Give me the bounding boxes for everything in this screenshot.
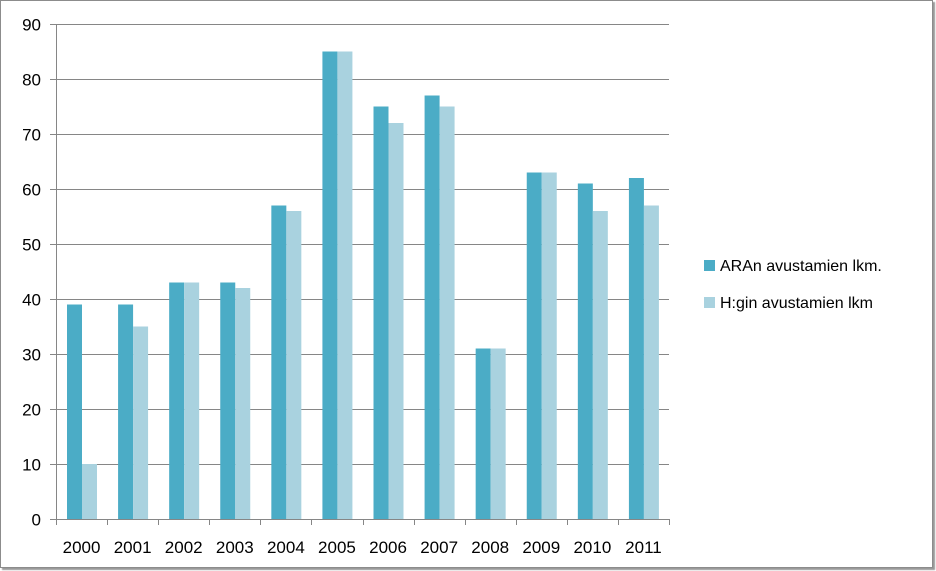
y-tick-label: 20: [22, 401, 41, 420]
y-tick-label: 80: [22, 71, 41, 90]
bar-aran-2004: [271, 205, 287, 519]
bar-aran-2001: [118, 304, 134, 519]
x-tick-label: 2003: [216, 538, 254, 557]
x-tick-label: 2007: [420, 538, 458, 557]
x-tick-label: 2011: [625, 538, 662, 557]
y-tick-label: 90: [22, 16, 41, 35]
bars: [67, 51, 659, 519]
bar-hgin-2001: [133, 326, 149, 519]
bar-hgin-2005: [337, 51, 353, 519]
y-tick-label: 40: [22, 291, 41, 310]
x-tick-label: 2000: [63, 538, 101, 557]
gridlines: [56, 24, 669, 465]
bar-aran-2002: [169, 282, 185, 519]
x-tick-labels: 2000 2001 2002 2003 2004 2005 2006 2007 2008 2009…: [63, 538, 662, 557]
legend-swatch-aran: [704, 260, 715, 271]
y-tick-label: 0: [32, 511, 41, 530]
y-tick-label: 50: [22, 236, 41, 255]
bar-hgin-2011: [643, 205, 659, 519]
bar-aran-2008: [475, 348, 491, 519]
bar-aran-2005: [322, 51, 338, 519]
bar-hgin-2010: [592, 211, 608, 519]
bar-hgin-2009: [541, 172, 557, 519]
x-tick-label: 2005: [318, 538, 356, 557]
legend-swatch-hgin: [704, 297, 715, 308]
bar-hgin-2008: [490, 348, 506, 519]
bar-hgin-2004: [286, 211, 302, 519]
bar-aran-2010: [577, 183, 593, 519]
bar-aran-2006: [373, 106, 389, 519]
bar-hgin-2006: [388, 123, 404, 519]
legend-label-aran: ARAn avustamien lkm.: [720, 258, 882, 275]
bar-aran-2009: [526, 172, 542, 519]
bar-hgin-2000: [82, 464, 97, 519]
bar-aran-2000: [67, 304, 82, 519]
x-tick-label: 2001: [114, 538, 152, 557]
y-tick-labels: 0 10 20 30 40 50 60 70 80 90: [22, 16, 41, 530]
x-tick-label: 2010: [573, 538, 611, 557]
x-tick-label: 2009: [522, 538, 560, 557]
bar-hgin-2003: [235, 288, 251, 519]
y-tick-label: 70: [22, 126, 41, 145]
bar-aran-2007: [424, 95, 440, 519]
axes: [50, 24, 670, 525]
y-tick-label: 60: [22, 181, 41, 200]
bar-aran-2011: [628, 178, 644, 519]
x-tick-label: 2006: [369, 538, 407, 557]
bar-hgin-2002: [184, 282, 200, 519]
x-tick-label: 2002: [165, 538, 203, 557]
bar-hgin-2007: [439, 106, 455, 519]
legend: ARAn avustamien lkm. H:gin avustamien lkm: [704, 258, 882, 312]
legend-label-hgin: H:gin avustamien lkm: [720, 295, 873, 312]
bar-aran-2003: [220, 282, 236, 519]
y-tick-label: 10: [22, 456, 41, 475]
x-tick-label: 2008: [471, 538, 509, 557]
x-tick-label: 2004: [267, 538, 305, 557]
y-tick-label: 30: [22, 346, 41, 365]
